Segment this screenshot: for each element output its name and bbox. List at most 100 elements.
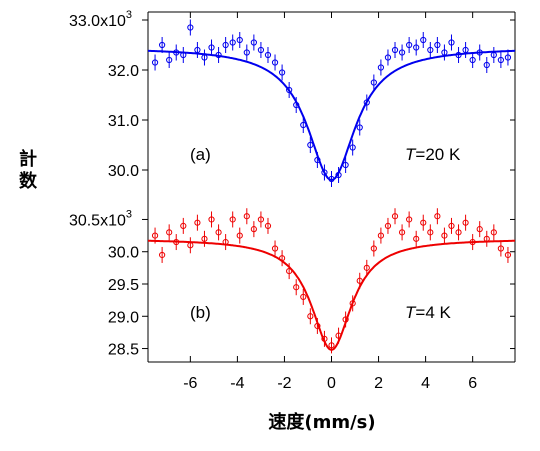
data-point — [151, 232, 159, 239]
data-point — [278, 255, 286, 262]
data-point — [187, 242, 194, 249]
data-point — [314, 322, 321, 330]
y-tick-label: 33.0x103 — [69, 9, 132, 30]
data-point — [349, 144, 356, 151]
data-point — [243, 49, 250, 56]
x-tick-label: 6 — [468, 375, 477, 392]
data-point — [229, 216, 236, 223]
data-point — [328, 342, 335, 349]
data-point — [173, 238, 180, 246]
data-point — [476, 49, 483, 56]
data-point — [328, 175, 335, 183]
data-point — [448, 39, 455, 46]
data-point — [377, 64, 385, 71]
data-point — [271, 59, 279, 66]
data-point — [222, 238, 229, 246]
data-point — [293, 101, 300, 109]
data-point — [321, 335, 328, 342]
data-point — [370, 245, 377, 252]
data-point — [349, 300, 356, 307]
data-point — [413, 44, 420, 51]
data-point — [356, 277, 363, 284]
data-point — [335, 171, 342, 179]
data-point — [215, 229, 222, 236]
data-point — [476, 226, 483, 233]
data-point — [469, 238, 476, 246]
data-point — [384, 222, 392, 230]
y-tick-label: 29.5 — [108, 277, 139, 294]
data-point — [391, 213, 399, 220]
data-point — [293, 284, 300, 291]
fit-curve — [148, 239, 515, 351]
data-point — [257, 216, 265, 223]
data-point — [201, 54, 208, 61]
x-tick-label: -6 — [183, 375, 197, 392]
data-point — [300, 121, 307, 129]
data-point — [236, 232, 243, 239]
x-tick-label: -4 — [230, 375, 244, 392]
data-point — [406, 41, 413, 49]
data-point — [180, 51, 187, 59]
data-point — [173, 49, 180, 56]
data-point — [483, 61, 490, 69]
data-point — [243, 213, 250, 220]
data-point — [321, 169, 328, 176]
data-point — [187, 24, 194, 31]
data-point — [286, 86, 293, 94]
data-point — [427, 46, 434, 54]
data-point — [420, 36, 427, 44]
data-point — [398, 49, 406, 56]
data-point — [208, 216, 215, 223]
data-point — [180, 222, 187, 230]
data-point — [490, 229, 497, 236]
data-point — [151, 59, 159, 66]
data-point — [166, 56, 173, 64]
panel-label: (a) — [190, 145, 211, 164]
data-point — [434, 213, 441, 220]
data-point — [370, 79, 377, 86]
data-point — [300, 293, 307, 301]
data-point — [342, 316, 349, 323]
data-point — [434, 41, 441, 49]
data-point — [462, 46, 469, 54]
data-point — [194, 46, 201, 54]
y-tick-label: 29.0 — [108, 309, 139, 326]
data-point — [229, 39, 236, 46]
data-point — [264, 222, 272, 230]
panel-label: (b) — [190, 303, 211, 322]
data-point — [441, 232, 448, 239]
y-tick-label: 31.0 — [108, 113, 139, 130]
data-point — [307, 313, 314, 320]
data-point — [342, 161, 349, 169]
data-point — [257, 46, 265, 54]
data-point — [166, 229, 173, 236]
y-tick-label: 30.0 — [108, 245, 139, 262]
y-tick-label: 30.0 — [108, 163, 139, 180]
y-tick-label: 28.5 — [108, 342, 139, 359]
data-point — [208, 44, 215, 51]
data-point — [455, 51, 462, 59]
data-point — [427, 229, 434, 236]
x-axis-title: 速度(mm/s) — [268, 411, 375, 433]
y-axis-title: 計数 — [19, 148, 38, 192]
data-point — [413, 235, 420, 242]
data-point — [215, 51, 222, 59]
data-point — [377, 232, 385, 239]
data-point — [278, 69, 286, 76]
data-point — [286, 267, 293, 275]
data-point — [335, 332, 342, 339]
x-tick-label: 2 — [374, 375, 383, 392]
data-point — [314, 156, 321, 164]
y-tick-label: 32.0 — [108, 63, 139, 80]
data-point — [504, 251, 512, 259]
data-point — [222, 41, 229, 49]
data-point — [384, 54, 392, 61]
y-tick-label: 30.5x103 — [69, 208, 132, 229]
data-point — [483, 235, 490, 242]
data-point — [497, 245, 504, 252]
data-point — [250, 39, 257, 46]
x-tick-label: -2 — [277, 375, 291, 392]
temperature-annotation: T=20 K — [405, 145, 461, 164]
data-point — [497, 56, 504, 64]
